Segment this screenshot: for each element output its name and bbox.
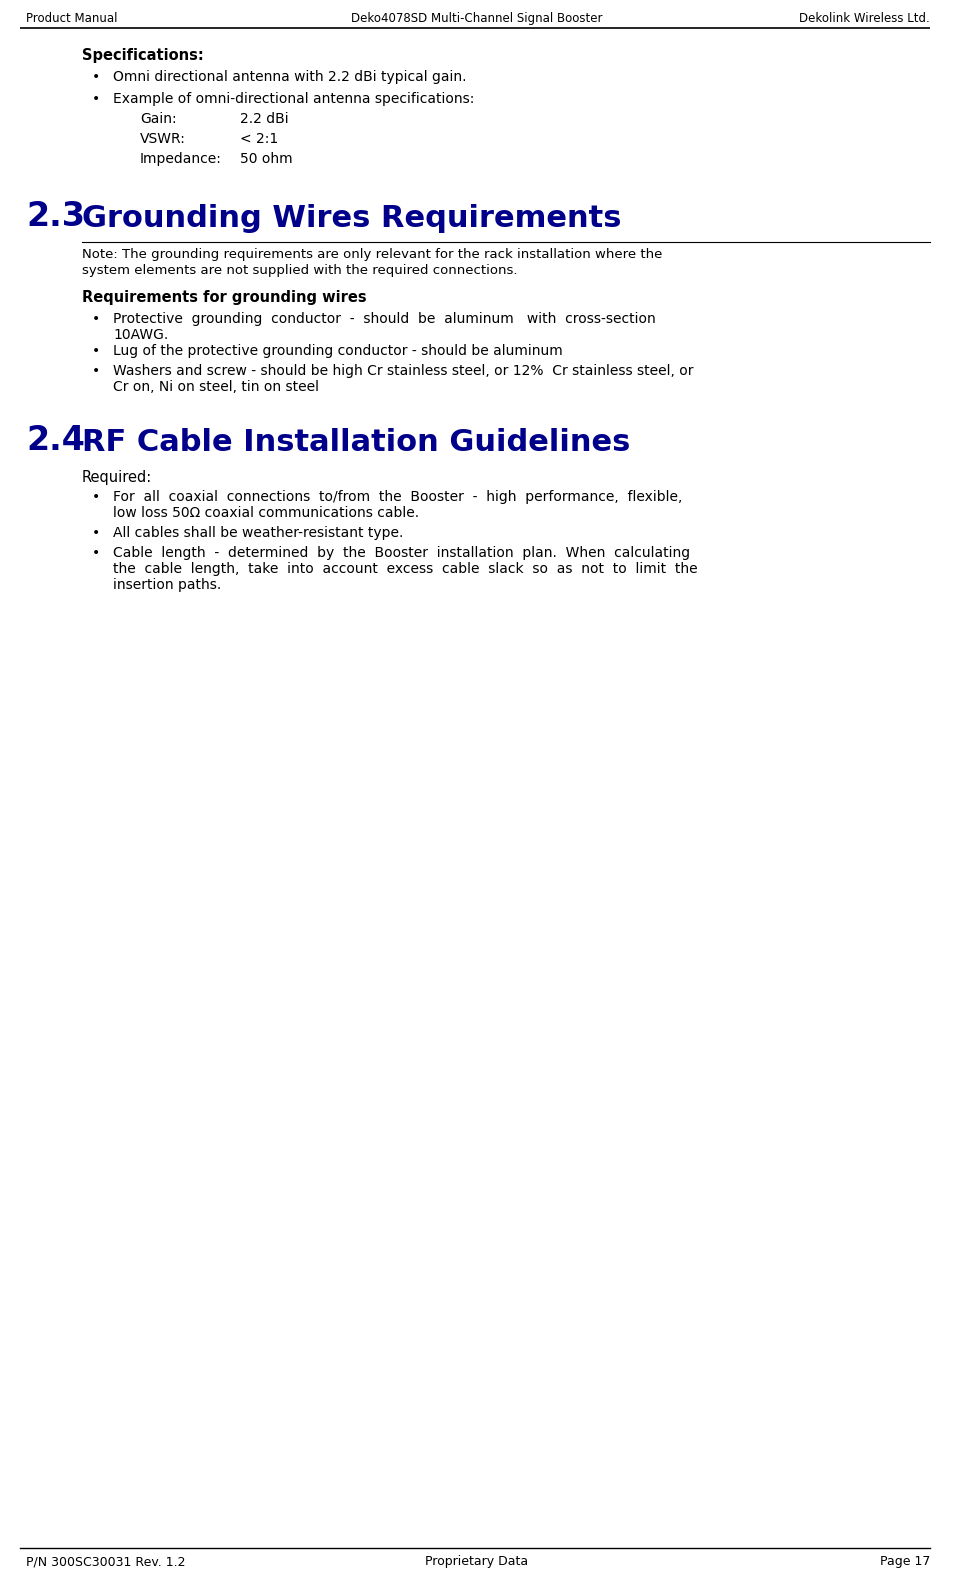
Text: the  cable  length,  take  into  account  excess  cable  slack  so  as  not  to : the cable length, take into account exce… [112, 563, 697, 575]
Text: Page 17: Page 17 [879, 1556, 929, 1568]
Text: 50 ohm: 50 ohm [240, 151, 293, 165]
Text: RF Cable Installation Guidelines: RF Cable Installation Guidelines [82, 429, 630, 457]
Text: •: • [91, 545, 100, 559]
Text: Product Manual: Product Manual [26, 11, 117, 25]
Text: < 2:1: < 2:1 [240, 132, 278, 147]
Text: For  all  coaxial  connections  to/from  the  Booster  -  high  performance,  fl: For all coaxial connections to/from the … [112, 490, 681, 504]
Text: Impedance:: Impedance: [140, 151, 222, 165]
Text: insertion paths.: insertion paths. [112, 578, 221, 593]
Text: Lug of the protective grounding conductor - should be aluminum: Lug of the protective grounding conducto… [112, 344, 562, 358]
Text: Proprietary Data: Proprietary Data [425, 1556, 528, 1568]
Text: •: • [91, 312, 100, 326]
Text: 10AWG.: 10AWG. [112, 328, 168, 342]
Text: VSWR:: VSWR: [140, 132, 186, 147]
Text: Gain:: Gain: [140, 112, 176, 126]
Text: •: • [91, 526, 100, 541]
Text: 2.4: 2.4 [26, 424, 85, 457]
Text: 2.2 dBi: 2.2 dBi [240, 112, 289, 126]
Text: P/N 300SC30031 Rev. 1.2: P/N 300SC30031 Rev. 1.2 [26, 1556, 185, 1568]
Text: Example of omni-directional antenna specifications:: Example of omni-directional antenna spec… [112, 91, 474, 106]
Text: •: • [91, 490, 100, 504]
Text: Dekolink Wireless Ltd.: Dekolink Wireless Ltd. [799, 11, 929, 25]
Text: Cable  length  -  determined  by  the  Booster  installation  plan.  When  calcu: Cable length - determined by the Booster… [112, 545, 689, 559]
Text: Grounding Wires Requirements: Grounding Wires Requirements [82, 203, 620, 233]
Text: Omni directional antenna with 2.2 dBi typical gain.: Omni directional antenna with 2.2 dBi ty… [112, 69, 466, 84]
Text: low loss 50Ω coaxial communications cable.: low loss 50Ω coaxial communications cabl… [112, 506, 418, 520]
Text: •: • [91, 69, 100, 84]
Text: Required:: Required: [82, 470, 152, 485]
Text: Cr on, Ni on steel, tin on steel: Cr on, Ni on steel, tin on steel [112, 380, 318, 394]
Text: system elements are not supplied with the required connections.: system elements are not supplied with th… [82, 265, 517, 277]
Text: Note: The grounding requirements are only relevant for the rack installation whe: Note: The grounding requirements are onl… [82, 247, 661, 262]
Text: Specifications:: Specifications: [82, 47, 204, 63]
Text: All cables shall be weather-resistant type.: All cables shall be weather-resistant ty… [112, 526, 403, 541]
Text: •: • [91, 364, 100, 378]
Text: Deko4078SD Multi-Channel Signal Booster: Deko4078SD Multi-Channel Signal Booster [351, 11, 602, 25]
Text: •: • [91, 344, 100, 358]
Text: 2.3: 2.3 [26, 200, 85, 233]
Text: Washers and screw - should be high Cr stainless steel, or 12%  Cr stainless stee: Washers and screw - should be high Cr st… [112, 364, 693, 378]
Text: Requirements for grounding wires: Requirements for grounding wires [82, 290, 366, 306]
Text: Protective  grounding  conductor  -  should  be  aluminum   with  cross-section: Protective grounding conductor - should … [112, 312, 655, 326]
Text: •: • [91, 91, 100, 106]
